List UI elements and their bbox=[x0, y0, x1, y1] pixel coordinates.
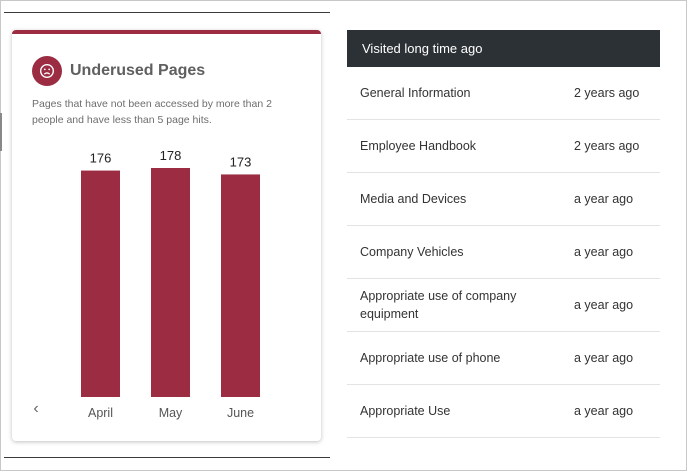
last-visited: a year ago bbox=[574, 298, 634, 312]
page-name[interactable]: Company Vehicles bbox=[360, 245, 464, 259]
table-row[interactable]: Company Vehicles a year ago bbox=[347, 226, 660, 279]
category-label: May bbox=[159, 406, 183, 420]
page-name[interactable]: Appropriate use of company equipment bbox=[360, 289, 517, 321]
page-name[interactable]: Appropriate use of phone bbox=[360, 351, 501, 365]
last-visited: a year ago bbox=[574, 404, 634, 418]
bar-chart: 176 April 178 May 173 June bbox=[81, 148, 260, 420]
table-row[interactable]: Media and Devices a year ago bbox=[347, 173, 660, 226]
bar-april[interactable] bbox=[81, 170, 120, 397]
page-name[interactable]: Appropriate Use bbox=[360, 404, 451, 418]
bar-value-label: 176 bbox=[90, 151, 112, 166]
page-name[interactable]: General Information bbox=[360, 86, 471, 100]
last-visited: a year ago bbox=[574, 351, 634, 365]
previous-chevron-icon[interactable]: ‹ bbox=[33, 400, 39, 417]
bottom-divider bbox=[4, 457, 330, 458]
page-name[interactable]: Media and Devices bbox=[360, 192, 467, 206]
scroll-edge bbox=[0, 113, 2, 151]
table-row[interactable]: Appropriate use of phone a year ago bbox=[347, 332, 660, 385]
card-header: Underused Pages bbox=[32, 56, 205, 86]
underused-pages-card: Underused Pages Pages that have not been… bbox=[12, 30, 321, 441]
table-row[interactable]: Appropriate use of company equipment a ye… bbox=[347, 279, 660, 332]
table-header: Visited long time ago bbox=[347, 30, 660, 67]
bar-june[interactable] bbox=[221, 174, 260, 397]
last-visited: 2 years ago bbox=[574, 86, 640, 100]
category-label: June bbox=[227, 406, 254, 420]
sad-face-icon bbox=[32, 56, 62, 86]
card-title: Underused Pages bbox=[70, 62, 206, 79]
page-name[interactable]: Employee Handbook bbox=[360, 139, 477, 153]
top-divider bbox=[4, 12, 330, 13]
bar-value-label: 178 bbox=[160, 148, 182, 163]
card-description: Pages that have not been accessed by mor… bbox=[32, 98, 272, 126]
last-visited: a year ago bbox=[574, 192, 634, 206]
bar-value-label: 173 bbox=[230, 154, 252, 169]
last-visited: a year ago bbox=[574, 245, 634, 259]
bar-may[interactable] bbox=[151, 168, 190, 397]
table-row[interactable]: Appropriate Use a year ago bbox=[347, 385, 660, 438]
visited-long-ago-table: Visited long time ago General Informatio… bbox=[347, 30, 660, 438]
category-label: April bbox=[88, 406, 113, 420]
last-visited: 2 years ago bbox=[574, 139, 640, 153]
table-row[interactable]: General Information 2 years ago bbox=[347, 67, 660, 120]
table-row[interactable]: Employee Handbook 2 years ago bbox=[347, 120, 660, 173]
